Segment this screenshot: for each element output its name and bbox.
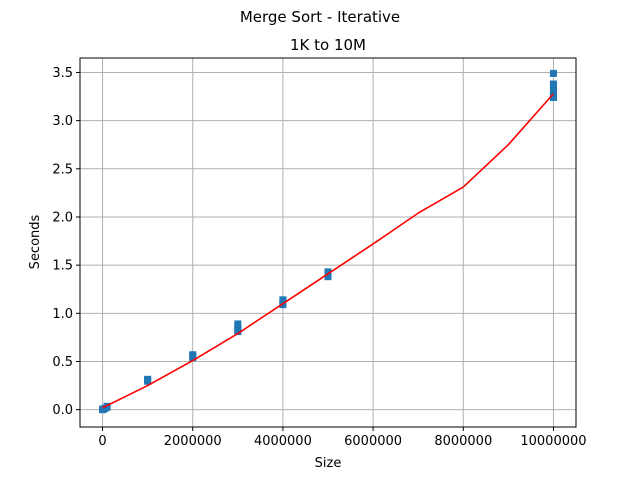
data-point bbox=[324, 268, 332, 276]
x-tick-label: 2000000 bbox=[164, 434, 222, 449]
data-point bbox=[279, 296, 287, 304]
data-point bbox=[549, 69, 557, 77]
data-point bbox=[549, 80, 557, 88]
x-tick-label: 6000000 bbox=[344, 434, 402, 449]
x-tick-label: 10000000 bbox=[520, 434, 586, 449]
y-axis-label: Seconds bbox=[28, 214, 43, 269]
y-tick-label: 0.0 bbox=[52, 403, 73, 418]
data-point bbox=[234, 320, 242, 328]
data-point bbox=[549, 85, 557, 93]
data-point bbox=[144, 375, 152, 383]
x-tick-label: 8000000 bbox=[434, 434, 492, 449]
plot-area-frame bbox=[79, 57, 577, 428]
grid-layer bbox=[80, 58, 576, 427]
x-tick-label: 4000000 bbox=[254, 434, 312, 449]
chart-title: 1K to 10M bbox=[290, 36, 366, 54]
fit-line bbox=[102, 93, 555, 409]
y-tick-label: 1.0 bbox=[52, 307, 73, 322]
tick-layer: 0 2000000 4000000 6000000 8000000 10000000 0.0… bbox=[52, 66, 586, 449]
y-tick-label: 3.5 bbox=[52, 66, 73, 81]
y-tick-label: 0.5 bbox=[52, 355, 73, 370]
data-point bbox=[189, 351, 197, 359]
plot-layer bbox=[99, 69, 557, 414]
y-tick-label: 2.5 bbox=[52, 162, 73, 177]
y-tick-label: 2.0 bbox=[52, 210, 73, 225]
x-axis-label: Size bbox=[315, 456, 342, 471]
data-point bbox=[234, 325, 242, 333]
y-tick-label: 1.5 bbox=[52, 259, 73, 274]
y-tick-label: 3.0 bbox=[52, 114, 73, 129]
chart-suptitle: Merge Sort - Iterative bbox=[240, 8, 400, 26]
x-tick-label: 0 bbox=[98, 434, 106, 449]
